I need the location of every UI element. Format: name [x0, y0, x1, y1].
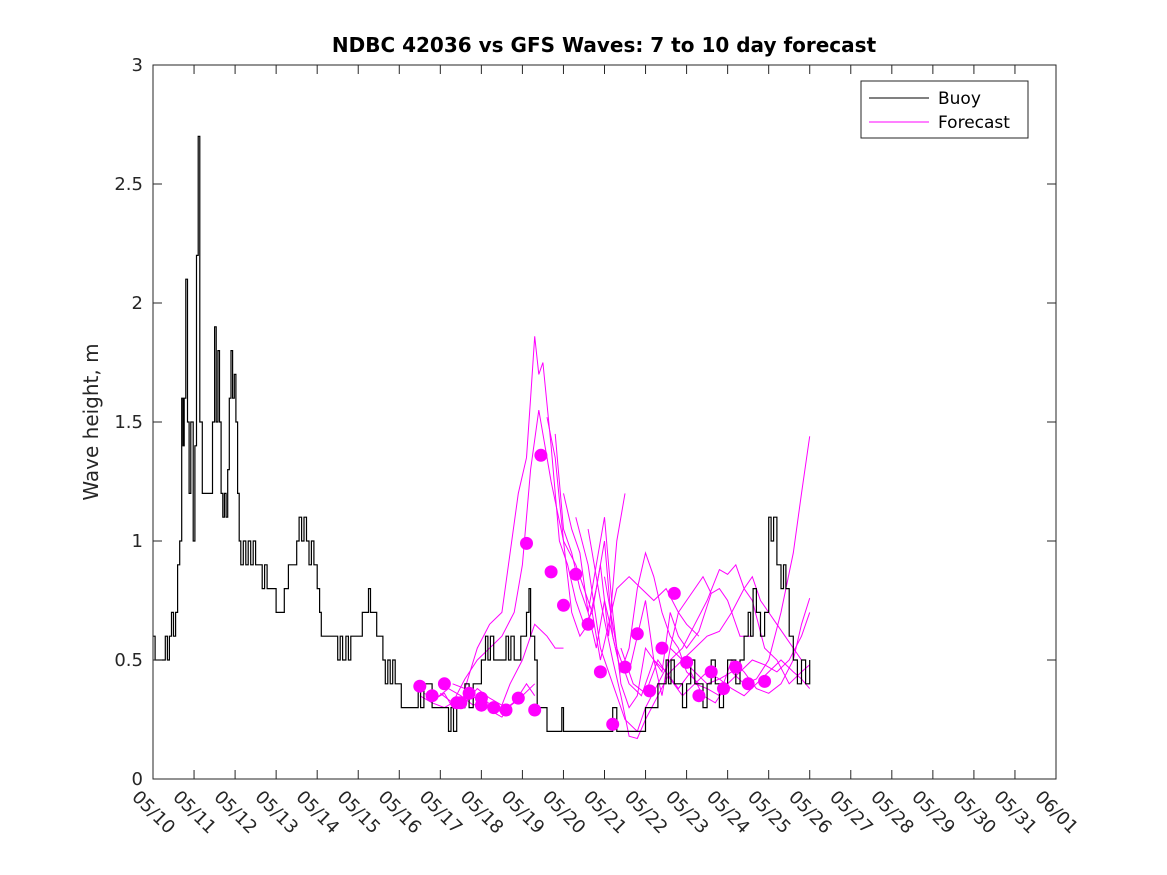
x-tick-label: 05/23 — [661, 787, 713, 839]
x-tick-label: 05/13 — [251, 787, 303, 839]
x-tick-label: 05/31 — [989, 787, 1041, 839]
x-tick-label: 05/15 — [333, 787, 385, 839]
forecast-marker-27 — [704, 665, 718, 679]
forecast-marker-2 — [437, 677, 451, 691]
x-tick-label: 05/17 — [415, 787, 467, 839]
forecast-marker-28 — [717, 682, 730, 696]
legend-box — [860, 80, 1029, 139]
x-tick-label: 05/11 — [169, 787, 221, 839]
forecast-marker-16 — [569, 567, 583, 581]
x-tick-label: 05/28 — [866, 787, 918, 839]
x-tick-label: 06/01 — [1030, 787, 1082, 839]
x-tick-label: 05/19 — [497, 787, 549, 839]
forecast-marker-8 — [474, 691, 488, 705]
forecast-marker-7 — [499, 703, 513, 717]
x-tick-label: 05/21 — [579, 787, 631, 839]
y-tick-label: 2.5 — [114, 174, 143, 195]
forecast-marker-20 — [618, 660, 632, 674]
buoy-line-group — [153, 135, 811, 732]
forecast-marker-0 — [413, 679, 427, 693]
forecast-marker-9 — [454, 696, 468, 710]
forecast-line-4 — [452, 336, 700, 690]
forecast-marker-18 — [593, 665, 607, 679]
forecast-marker-1 — [425, 689, 439, 703]
y-tick-label: 3 — [132, 55, 143, 76]
forecast-line-10 — [604, 576, 811, 704]
y-tick-label: 1 — [132, 531, 143, 552]
forecast-marker-15 — [557, 598, 570, 612]
forecast-marker-29 — [729, 660, 743, 674]
forecast-marker-21 — [630, 627, 644, 641]
x-tick-label: 05/16 — [374, 787, 426, 839]
forecast-marker-14 — [544, 565, 558, 579]
y-tick-label: 0.5 — [114, 650, 143, 671]
forecast-marker-22 — [643, 684, 657, 698]
legend-forecast-label: Forecast — [938, 113, 1010, 133]
x-tick-label: 05/24 — [702, 787, 754, 839]
forecast-marker-11 — [528, 703, 542, 717]
x-tick-label: 05/18 — [456, 787, 508, 839]
x-tick-label: 05/29 — [907, 787, 959, 839]
forecast-marker-25 — [680, 655, 694, 669]
legend-buoy-label: Buoy — [938, 89, 981, 109]
forecast-marker-13 — [534, 448, 548, 462]
forecast-marker-10 — [511, 691, 525, 705]
forecast-marker-23 — [655, 641, 669, 655]
x-tick-label: 05/22 — [620, 787, 672, 839]
forecast-markers — [413, 448, 772, 731]
x-tick-label: 05/12 — [210, 787, 262, 839]
chart-title: NDBC 42036 vs GFS Waves: 7 to 10 day for… — [332, 33, 877, 57]
forecast-marker-26 — [692, 689, 706, 703]
legend: Buoy Forecast — [860, 80, 1029, 139]
x-tick-label: 05/14 — [292, 787, 344, 839]
forecast-marker-31 — [758, 674, 772, 688]
forecast-marker-4 — [462, 686, 476, 700]
forecast-marker-17 — [581, 617, 595, 631]
forecast-line-9 — [587, 529, 802, 740]
y-tick-label: 2 — [132, 293, 143, 314]
y-tick-label: 1.5 — [114, 412, 143, 433]
y-axis-label: Wave height, m — [79, 343, 103, 500]
x-tick-label: 05/27 — [825, 787, 877, 839]
forecast-marker-30 — [741, 677, 755, 691]
x-tick-label: 05/30 — [948, 787, 1000, 839]
x-tick-label: 05/25 — [743, 787, 795, 839]
x-tick-label: 05/26 — [784, 787, 836, 839]
forecast-marker-24 — [667, 586, 681, 600]
y-tick-label: 0 — [132, 769, 143, 790]
forecast-marker-19 — [606, 717, 620, 731]
buoy-line — [153, 135, 811, 732]
forecast-line-6 — [554, 433, 712, 709]
x-tick-label: 05/10 — [127, 787, 179, 839]
forecast-marker-6 — [487, 701, 501, 715]
forecast-marker-12 — [520, 536, 533, 550]
x-tick-label: 05/20 — [538, 787, 590, 839]
